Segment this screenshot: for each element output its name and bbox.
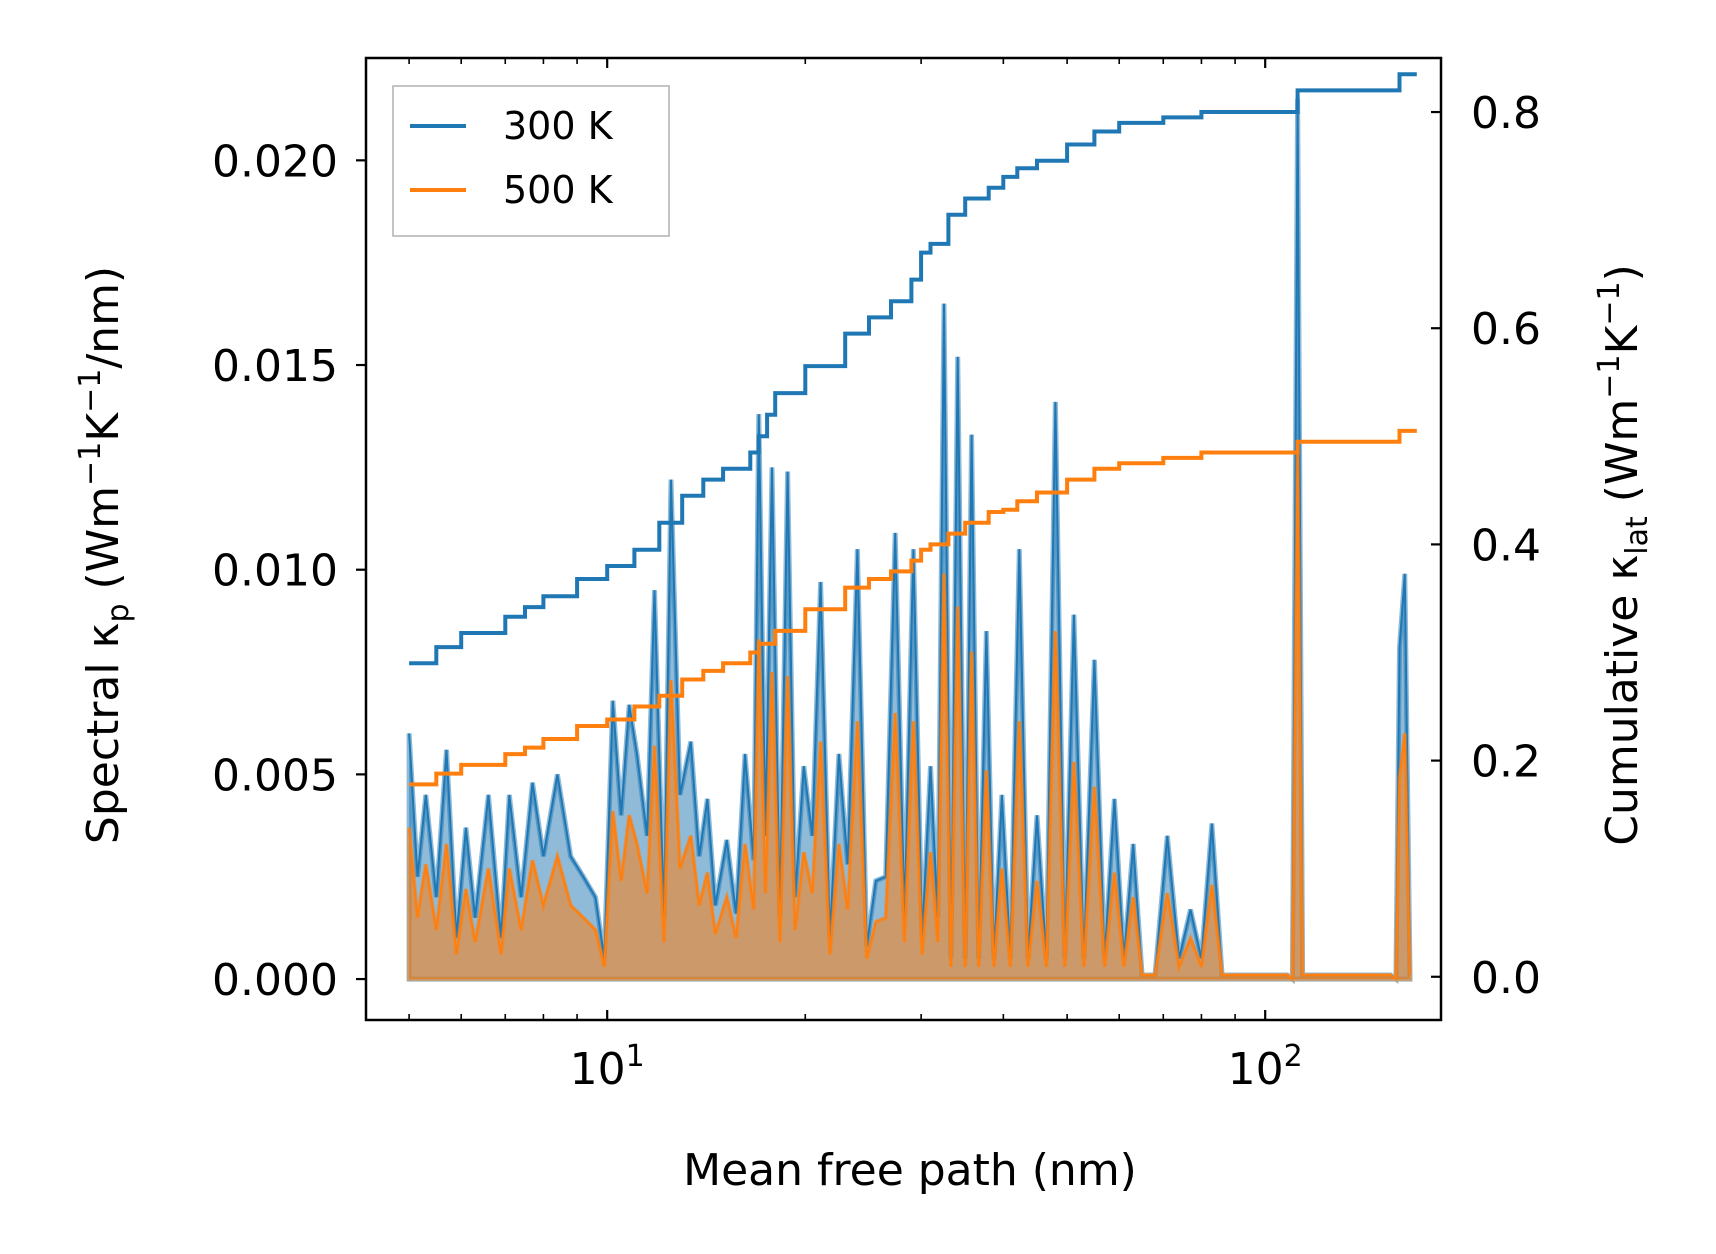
y-left-tick-label: 0.020 [212, 136, 338, 187]
svg-text:Cumulative κlat (Wm−1K−1): Cumulative κlat (Wm−1K−1) [1592, 264, 1655, 846]
y-left-tick-label: 0.010 [212, 546, 338, 597]
x-tick-labels: 101 102 [570, 1039, 1303, 1095]
cumulative-line-300k [409, 72, 1417, 666]
spectral-line-300k [408, 98, 1411, 982]
y-right-tick-label: 0.4 [1471, 520, 1541, 571]
y-right-axis-title: Cumulative κlat (Wm−1K−1) [1592, 264, 1655, 846]
plot-frame [364, 56, 1443, 1022]
y-right-tick-labels: 0.0 0.2 0.4 0.6 0.8 [1471, 88, 1541, 1004]
y-right-tick-label: 0.8 [1471, 88, 1541, 139]
spectral-line-500k [408, 450, 1411, 982]
legend: 300 K 500 K [392, 85, 670, 237]
cumulative-line-500k [409, 428, 1417, 787]
y-left-tick-label: 0.015 [212, 341, 338, 392]
svg-text:Spectral κp (Wm−1K−1/nm): Spectral κp (Wm−1K−1/nm) [73, 266, 136, 844]
cumulative-layer [409, 72, 1417, 787]
y-left-tick-label: 0.005 [212, 750, 338, 801]
y-right-tick-label: 0.0 [1471, 953, 1541, 1004]
y-right-tick-label: 0.2 [1471, 737, 1541, 788]
x-axis-title: Mean free path (nm) [683, 1145, 1137, 1196]
spectral-layer [406, 98, 1413, 985]
x-tick-label: 102 [1228, 1039, 1303, 1095]
y-right-tick-label: 0.6 [1471, 304, 1541, 355]
y-left-tick-label: 0.000 [212, 955, 338, 1006]
x-tick-label: 101 [570, 1039, 645, 1095]
legend-label-300k: 300 K [503, 104, 614, 148]
y-left-tick-labels: 0.000 0.005 0.010 0.015 0.020 [212, 136, 338, 1006]
y-left-axis-title: Spectral κp (Wm−1K−1/nm) [73, 266, 136, 844]
legend-box [392, 85, 670, 237]
legend-label-500k: 500 K [503, 168, 614, 212]
